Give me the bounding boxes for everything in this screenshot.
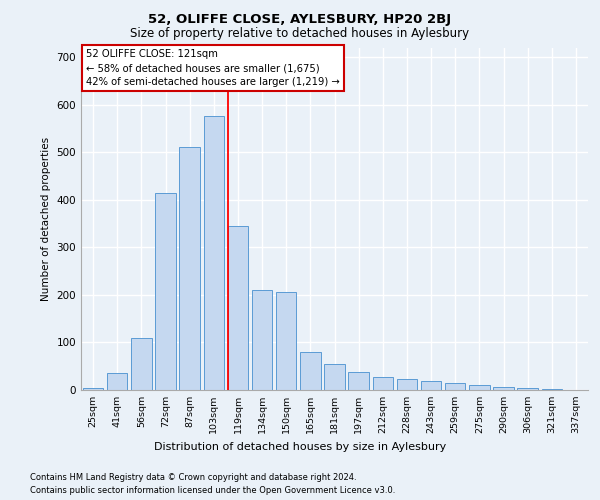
Text: Distribution of detached houses by size in Aylesbury: Distribution of detached houses by size … — [154, 442, 446, 452]
Bar — [397, 379, 417, 390]
Bar — [421, 382, 442, 390]
Bar — [517, 388, 538, 390]
Bar — [493, 386, 514, 390]
Bar — [83, 388, 103, 390]
Bar — [445, 384, 466, 390]
Bar — [542, 389, 562, 390]
Bar — [373, 377, 393, 390]
Bar — [179, 148, 200, 390]
Text: Contains public sector information licensed under the Open Government Licence v3: Contains public sector information licen… — [30, 486, 395, 495]
Bar — [155, 192, 176, 390]
Text: 52, OLIFFE CLOSE, AYLESBURY, HP20 2BJ: 52, OLIFFE CLOSE, AYLESBURY, HP20 2BJ — [148, 12, 452, 26]
Bar — [276, 292, 296, 390]
Bar — [349, 372, 369, 390]
Y-axis label: Number of detached properties: Number of detached properties — [41, 136, 51, 301]
Text: Contains HM Land Registry data © Crown copyright and database right 2024.: Contains HM Land Registry data © Crown c… — [30, 472, 356, 482]
Bar — [131, 338, 152, 390]
Bar — [469, 385, 490, 390]
Bar — [227, 226, 248, 390]
Bar — [252, 290, 272, 390]
Text: Size of property relative to detached houses in Aylesbury: Size of property relative to detached ho… — [130, 28, 470, 40]
Bar — [324, 364, 345, 390]
Text: 52 OLIFFE CLOSE: 121sqm
← 58% of detached houses are smaller (1,675)
42% of semi: 52 OLIFFE CLOSE: 121sqm ← 58% of detache… — [86, 49, 340, 87]
Bar — [107, 374, 127, 390]
Bar — [300, 352, 320, 390]
Bar — [203, 116, 224, 390]
